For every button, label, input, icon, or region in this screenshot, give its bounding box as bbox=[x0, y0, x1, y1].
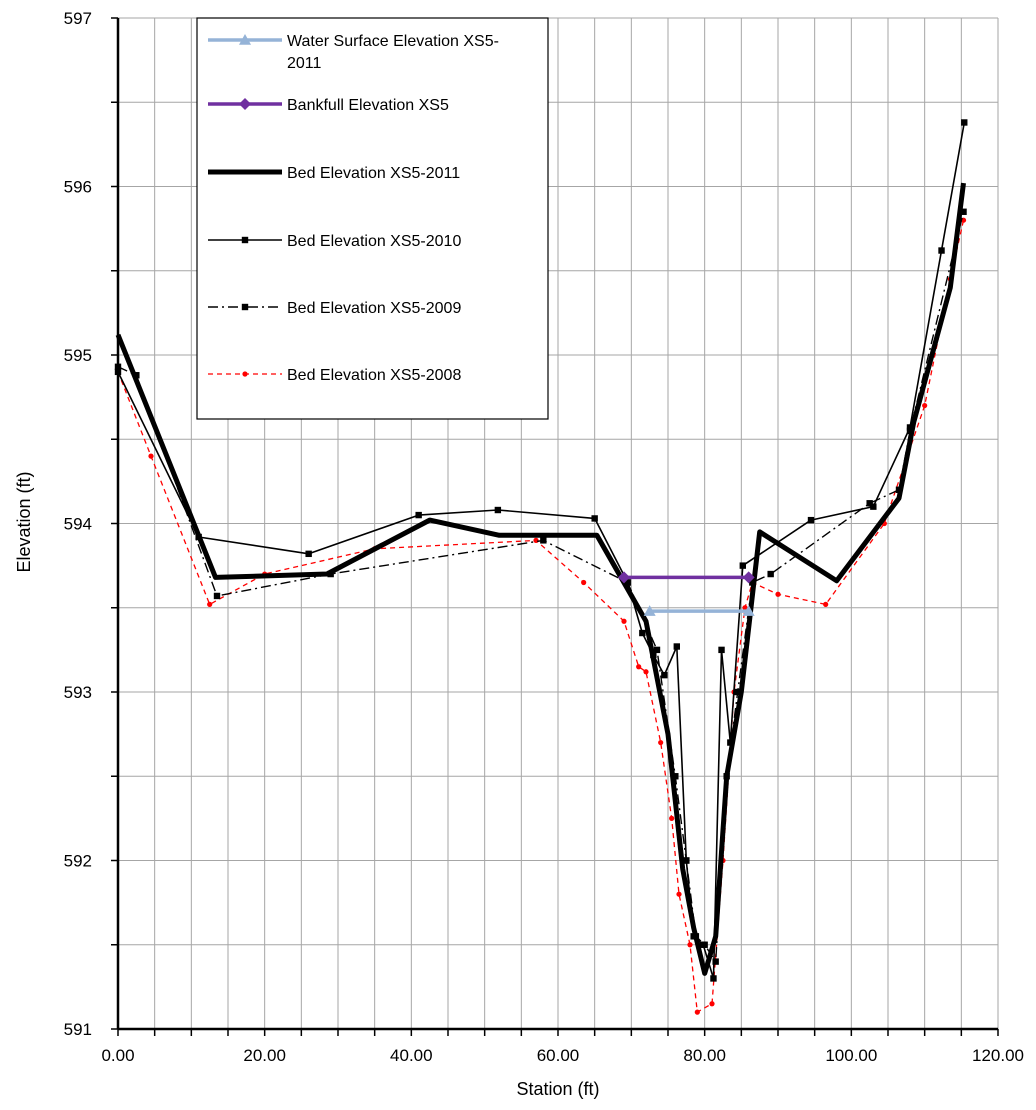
y-tick-label: 591 bbox=[64, 1020, 92, 1039]
series-layer bbox=[114, 119, 968, 1015]
data-point-dot bbox=[581, 579, 587, 586]
x-tick-label: 120.00 bbox=[972, 1046, 1024, 1065]
legend-label: Bankfull Elevation XS5 bbox=[287, 97, 449, 114]
data-point-square bbox=[718, 646, 725, 654]
x-tick-label: 80.00 bbox=[683, 1046, 726, 1065]
legend-label: Bed Elevation XS5-2009 bbox=[287, 300, 461, 317]
data-point-dot bbox=[823, 601, 829, 607]
data-point-square bbox=[767, 570, 774, 578]
legend-label-continued: 2011 bbox=[287, 55, 322, 72]
y-tick-label: 596 bbox=[64, 178, 92, 197]
series-water-surface-elevation-xs5-2011 bbox=[643, 605, 755, 616]
y-tick-label: 597 bbox=[64, 9, 92, 28]
data-point-dot bbox=[636, 664, 642, 670]
data-point-square bbox=[734, 688, 741, 696]
data-point-square bbox=[241, 303, 249, 311]
data-point-triangle bbox=[239, 34, 251, 45]
data-point-square bbox=[661, 671, 668, 679]
legend-label: Water Surface Elevation XS5- bbox=[287, 33, 499, 50]
x-tick-label: 20.00 bbox=[243, 1046, 286, 1065]
data-point-square bbox=[700, 941, 707, 948]
x-tick-label: 100.00 bbox=[825, 1046, 877, 1065]
legend-label: Bed Elevation XS5-2008 bbox=[287, 367, 461, 384]
data-point-square bbox=[213, 592, 221, 600]
data-point-square bbox=[938, 247, 945, 254]
data-point-square bbox=[540, 537, 547, 544]
data-point-dot bbox=[658, 739, 664, 746]
legend-box bbox=[196, 17, 549, 420]
legend-label: Bed Elevation XS5-2011 bbox=[287, 165, 460, 182]
data-point-square bbox=[906, 424, 914, 431]
data-point-square bbox=[807, 516, 815, 524]
data-point-diamond bbox=[618, 571, 630, 584]
data-point-dot bbox=[533, 537, 539, 543]
x-axis-title: Station (ft) bbox=[516, 1079, 599, 1099]
legend: Water Surface Elevation XS5- 2011 Bankfull… bbox=[196, 17, 549, 420]
data-point-square bbox=[870, 503, 877, 510]
data-point-dot bbox=[621, 618, 627, 624]
data-point-square bbox=[672, 773, 679, 780]
data-point-square bbox=[960, 208, 967, 215]
data-point-square bbox=[591, 515, 598, 522]
data-point-square bbox=[961, 119, 968, 126]
data-point-square bbox=[739, 562, 746, 569]
data-point-dot bbox=[669, 815, 675, 821]
series-line bbox=[117, 220, 965, 1013]
data-point-square bbox=[866, 500, 873, 507]
data-point-square bbox=[305, 550, 312, 558]
data-point-dot bbox=[922, 402, 928, 409]
data-point-square bbox=[639, 629, 646, 637]
tick-marks bbox=[111, 17, 999, 1036]
data-point-square bbox=[241, 236, 249, 244]
data-point-square bbox=[624, 579, 631, 586]
data-point-square bbox=[494, 506, 502, 514]
series-line bbox=[117, 211, 965, 963]
data-point-dot bbox=[775, 591, 781, 597]
data-point-dot bbox=[643, 669, 649, 675]
y-tick-label: 593 bbox=[64, 683, 92, 702]
data-point-dot bbox=[207, 601, 213, 607]
legend-label: Bed Elevation XS5-2010 bbox=[287, 233, 461, 250]
tick-labels: 0.00 20.00 40.00 60.00 80.00 100.00 120.00 591 5… bbox=[64, 9, 1024, 1065]
series-bed-elevation-xs5-2011 bbox=[115, 182, 966, 976]
x-tick-label: 0.00 bbox=[101, 1046, 134, 1065]
data-point-triangle bbox=[643, 605, 656, 616]
y-axis-title: Elevation (ft) bbox=[14, 471, 34, 572]
y-tick-label: 595 bbox=[64, 346, 92, 365]
data-point-square bbox=[683, 857, 690, 864]
data-point-dot bbox=[242, 371, 248, 377]
data-point-square bbox=[710, 975, 717, 982]
x-tick-label: 60.00 bbox=[537, 1046, 580, 1065]
y-tick-label: 594 bbox=[64, 515, 92, 534]
data-point-diamond bbox=[742, 571, 755, 584]
y-tick-label: 592 bbox=[64, 852, 92, 871]
data-point-dot bbox=[742, 605, 748, 611]
data-point-square bbox=[415, 511, 422, 519]
x-tick-label: 40.00 bbox=[390, 1046, 433, 1065]
data-point-dot bbox=[676, 891, 682, 897]
data-point-square bbox=[653, 646, 661, 654]
data-point-dot bbox=[694, 1009, 700, 1015]
data-point-dot bbox=[709, 1001, 715, 1007]
series-line bbox=[115, 182, 966, 976]
data-point-dot bbox=[148, 453, 154, 459]
series-bankfull-elevation-xs5 bbox=[618, 571, 755, 584]
data-point-dot bbox=[687, 942, 693, 948]
data-point-triangle bbox=[742, 605, 755, 616]
data-point-square bbox=[673, 643, 680, 650]
data-point-square bbox=[712, 958, 719, 965]
data-point-diamond bbox=[239, 98, 251, 110]
